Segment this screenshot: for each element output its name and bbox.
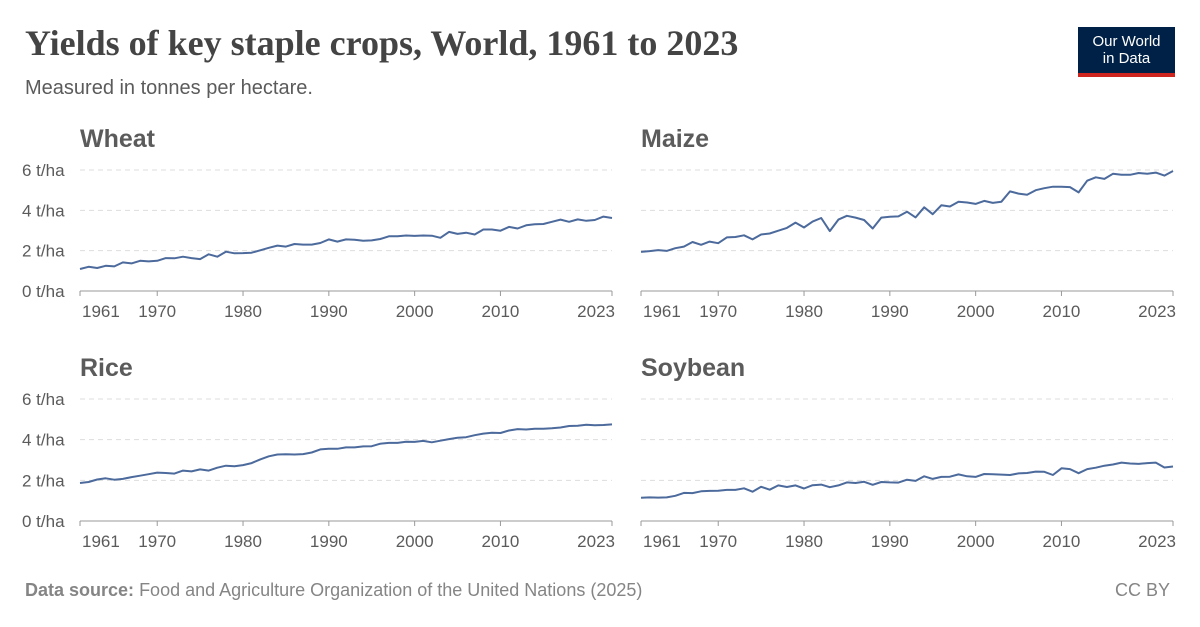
wheat-yield-line bbox=[79, 215, 613, 270]
maize-x-tick-label: 1980 bbox=[785, 302, 823, 321]
rice-panel-title: Rice bbox=[80, 354, 133, 382]
maize-x-tick-label: 2023 bbox=[1138, 302, 1176, 321]
maize-x-tick-label: 2000 bbox=[957, 302, 995, 321]
wheat-y-tick-label: 0 t/ha bbox=[22, 282, 65, 301]
soybean-x-tick-label: 1961 bbox=[643, 532, 681, 551]
soybean-x-tick-label: 1990 bbox=[871, 532, 909, 551]
wheat-x-tick-label: 2000 bbox=[396, 302, 434, 321]
wheat-y-tick-label: 2 t/ha bbox=[22, 242, 65, 261]
maize-x-tick-label: 2010 bbox=[1043, 302, 1081, 321]
soybean-x-tick-label: 2000 bbox=[957, 532, 995, 551]
logo-line-2: in Data bbox=[1102, 50, 1151, 67]
data-source-text: Food and Agriculture Organization of the… bbox=[139, 580, 643, 600]
wheat-x-tick-label: 1980 bbox=[224, 302, 262, 321]
logo-line-1: Our World bbox=[1092, 33, 1161, 50]
rice-y-tick-label: 6 t/ha bbox=[22, 390, 65, 409]
soybean-x-tick-label: 1970 bbox=[699, 532, 737, 551]
wheat-panel-title: Wheat bbox=[80, 125, 156, 153]
wheat-y-tick-label: 4 t/ha bbox=[22, 201, 65, 220]
wheat-x-tick-label: 2010 bbox=[482, 302, 520, 321]
data-source-label: Data source: bbox=[25, 580, 135, 600]
rice-x-tick-label: 1961 bbox=[82, 532, 120, 551]
rice-y-tick-label: 0 t/ha bbox=[22, 512, 65, 531]
data-source-note: Data source: Food and Agriculture Organi… bbox=[25, 580, 642, 601]
soybean-x-tick-label: 2010 bbox=[1043, 532, 1081, 551]
soybean-panel-title: Soybean bbox=[641, 354, 745, 382]
soybean-x-tick-label: 2023 bbox=[1138, 532, 1176, 551]
rice-x-tick-label: 1990 bbox=[310, 532, 348, 551]
rice-yield-line bbox=[79, 423, 613, 484]
rice-x-tick-label: 1970 bbox=[138, 532, 176, 551]
soybean-yield-line bbox=[640, 461, 1174, 499]
rice-x-tick-label: 2000 bbox=[396, 532, 434, 551]
maize-yield-line bbox=[640, 170, 1174, 253]
rice-y-tick-label: 2 t/ha bbox=[22, 471, 65, 490]
wheat-x-tick-label: 1990 bbox=[310, 302, 348, 321]
wheat-x-tick-label: 2023 bbox=[577, 302, 615, 321]
rice-x-tick-label: 1980 bbox=[224, 532, 262, 551]
maize-x-tick-label: 1961 bbox=[643, 302, 681, 321]
maize-x-tick-label: 1990 bbox=[871, 302, 909, 321]
wheat-x-tick-label: 1961 bbox=[82, 302, 120, 321]
wheat-y-tick-label: 6 t/ha bbox=[22, 161, 65, 180]
rice-x-tick-label: 2023 bbox=[577, 532, 615, 551]
maize-panel-title: Maize bbox=[641, 125, 709, 153]
page-subtitle: Measured in tonnes per hectare. bbox=[25, 77, 313, 99]
wheat-x-tick-label: 1970 bbox=[138, 302, 176, 321]
license-link[interactable]: CC BY bbox=[1114, 580, 1170, 600]
rice-y-tick-label: 4 t/ha bbox=[22, 431, 65, 450]
rice-x-tick-label: 2010 bbox=[482, 532, 520, 551]
page-title: Yields of key staple crops, World, 1961 … bbox=[25, 23, 739, 63]
maize-x-tick-label: 1970 bbox=[699, 302, 737, 321]
owid-logo[interactable]: Our World in Data bbox=[1078, 27, 1175, 77]
soybean-x-tick-label: 1980 bbox=[785, 532, 823, 551]
